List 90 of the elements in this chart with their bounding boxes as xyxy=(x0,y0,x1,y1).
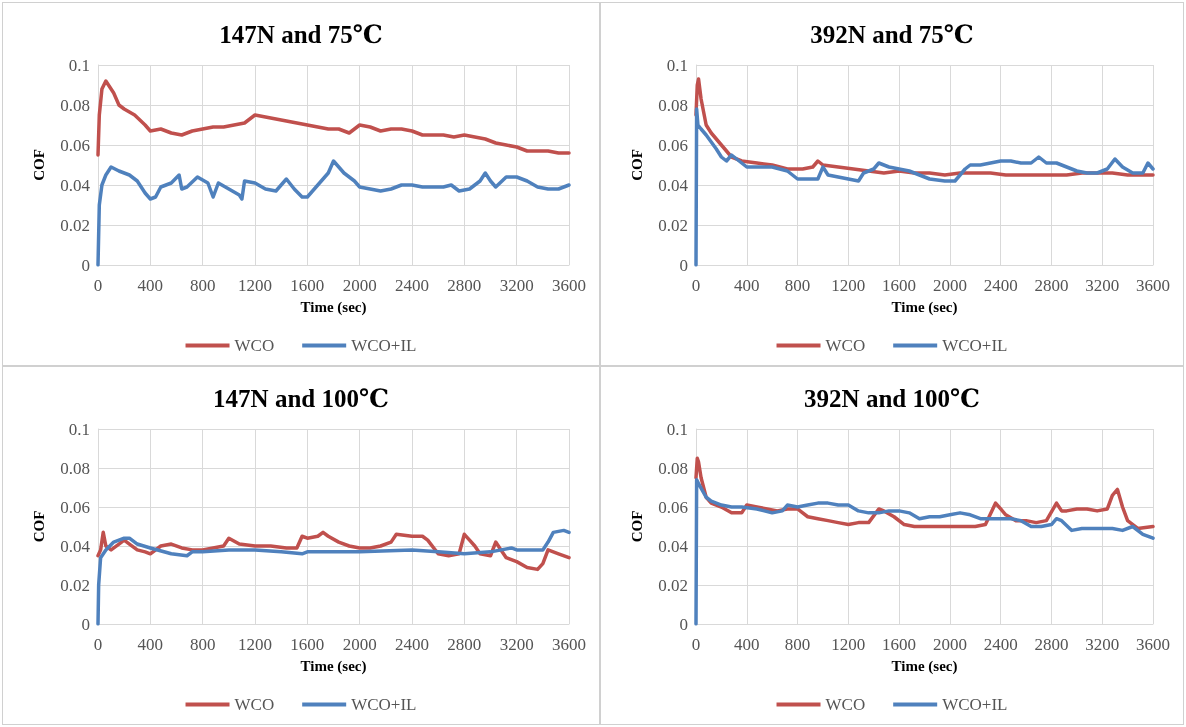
line-series xyxy=(96,530,571,572)
x-tick-label: 0 xyxy=(691,276,701,295)
y-axis-title: COF xyxy=(628,149,645,181)
x-axis-title: Time (sec) xyxy=(891,298,958,316)
x-tick-label: 3200 xyxy=(1085,276,1120,295)
y-tick-label: 0.06 xyxy=(60,497,90,517)
x-tick-label: 3200 xyxy=(1085,635,1120,654)
x-axis-title: Time (sec) xyxy=(891,657,958,675)
line-series xyxy=(694,107,1155,267)
y-tick-label: 0.02 xyxy=(658,215,688,235)
x-tick-label: 2000 xyxy=(932,276,967,295)
x-tick-label: 800 xyxy=(784,276,811,295)
line-series xyxy=(96,159,571,267)
y-tick-label: 0.04 xyxy=(658,536,689,556)
y-tick-label: 0.06 xyxy=(658,135,688,155)
y-tick-label: 0 xyxy=(81,614,90,634)
x-tick-label: 400 xyxy=(734,276,760,295)
x-tick-label: 2800 xyxy=(447,635,482,654)
x-axis-title: Time (sec) xyxy=(300,657,367,675)
y-tick-label: 0.06 xyxy=(60,135,90,155)
x-tick-label: 400 xyxy=(137,635,164,654)
y-tick-label: 0.02 xyxy=(658,575,688,595)
legend-label: WCO+IL xyxy=(351,336,417,355)
y-tick-label: 0.08 xyxy=(60,95,90,115)
chart-title: 147N and 75℃ xyxy=(219,21,383,48)
x-axis-title: Time (sec) xyxy=(300,298,367,316)
y-tick-label: 0.08 xyxy=(60,458,90,478)
y-axis-title: COF xyxy=(30,510,47,543)
y-tick-label: 0.1 xyxy=(68,55,90,75)
line-series xyxy=(96,79,571,157)
x-tick-label: 2400 xyxy=(395,276,429,295)
y-tick-label: 0.1 xyxy=(666,55,688,75)
y-tick-label: 0.04 xyxy=(60,536,91,556)
x-tick-label: 2800 xyxy=(1034,635,1069,654)
x-tick-label: 2400 xyxy=(983,635,1018,654)
x-tick-label: 800 xyxy=(189,276,216,295)
x-tick-label: 1600 xyxy=(882,276,917,295)
y-tick-label: 0.06 xyxy=(658,497,688,517)
x-tick-label: 2800 xyxy=(1034,276,1069,295)
x-tick-label: 3200 xyxy=(499,635,534,654)
x-tick-label: 0 xyxy=(93,635,103,654)
x-tick-label: 3600 xyxy=(552,276,586,295)
x-tick-label: 3600 xyxy=(552,635,586,654)
y-tick-label: 0.08 xyxy=(658,95,688,115)
x-tick-label: 1600 xyxy=(290,276,325,295)
y-axis-title: COF xyxy=(628,510,645,543)
x-tick-label: 1600 xyxy=(290,635,325,654)
x-tick-label: 2400 xyxy=(395,635,429,654)
y-tick-label: 0.04 xyxy=(658,175,689,195)
x-tick-label: 1200 xyxy=(238,276,272,295)
y-tick-label: 0 xyxy=(679,255,688,275)
legend-label: WCO+IL xyxy=(351,695,417,714)
line-series xyxy=(694,477,1155,626)
x-tick-label: 3200 xyxy=(499,276,534,295)
legend-label: WCO xyxy=(234,695,275,714)
x-tick-label: 1200 xyxy=(831,635,866,654)
legend-label: WCO xyxy=(234,336,275,355)
y-tick-label: 0.08 xyxy=(658,458,688,478)
y-tick-label: 0.02 xyxy=(60,215,90,235)
x-tick-label: 0 xyxy=(93,276,103,295)
x-tick-label: 0 xyxy=(691,635,701,654)
line-series xyxy=(96,528,571,626)
y-tick-label: 0 xyxy=(679,614,688,634)
x-tick-label: 2000 xyxy=(342,276,377,295)
x-tick-label: 1200 xyxy=(831,276,866,295)
x-tick-label: 2400 xyxy=(983,276,1018,295)
x-tick-label: 1600 xyxy=(882,635,917,654)
y-tick-label: 0 xyxy=(81,255,90,275)
x-tick-label: 3600 xyxy=(1136,276,1170,295)
x-tick-label: 1200 xyxy=(238,635,272,654)
x-tick-label: 2800 xyxy=(447,276,482,295)
y-tick-label: 0.1 xyxy=(666,419,688,439)
x-tick-label: 2000 xyxy=(342,635,377,654)
chart-title: 147N and 100℃ xyxy=(213,385,389,412)
legend-label: WCO xyxy=(825,695,866,714)
y-axis-title: COF xyxy=(30,149,47,181)
legend-label: WCO+IL xyxy=(942,336,1008,355)
x-tick-label: 3600 xyxy=(1136,635,1170,654)
chart-title: 392N and 75℃ xyxy=(810,21,974,48)
x-tick-label: 2000 xyxy=(932,635,967,654)
x-tick-label: 800 xyxy=(189,635,216,654)
y-tick-label: 0.04 xyxy=(60,175,91,195)
legend-label: WCO xyxy=(825,336,866,355)
legend-label: WCO+IL xyxy=(942,695,1008,714)
chart-title: 392N and 100℃ xyxy=(804,385,980,412)
x-tick-label: 400 xyxy=(137,276,164,295)
y-tick-label: 0.02 xyxy=(60,575,90,595)
x-tick-label: 800 xyxy=(784,635,811,654)
x-tick-label: 400 xyxy=(734,635,760,654)
y-tick-label: 0.1 xyxy=(68,419,90,439)
